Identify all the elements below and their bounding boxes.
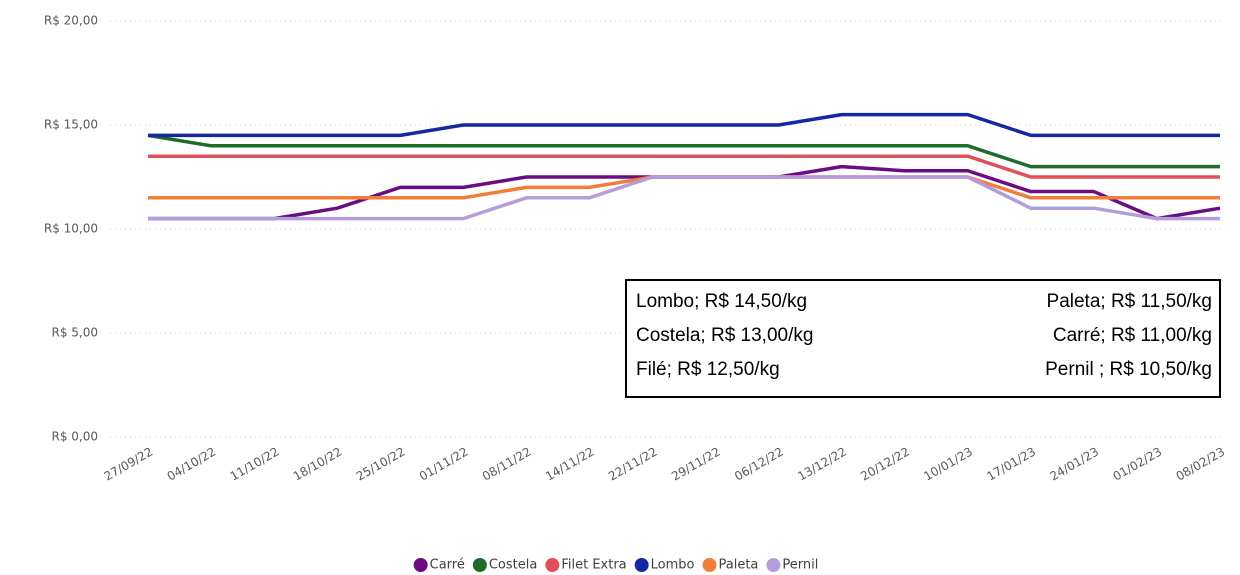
series-line: [147, 133, 1220, 169]
x-tick-label: 01/02/23: [1111, 445, 1165, 484]
legend-label: Lombo: [651, 558, 695, 573]
annotation-text: Lombo; R$ 14,50/kg: [636, 291, 807, 312]
series-line: [148, 112, 1220, 138]
annotation-text: Paleta; R$ 11,50/kg: [1047, 291, 1212, 312]
x-tick-label: 17/01/23: [984, 445, 1038, 484]
x-tick-label: 14/11/22: [543, 445, 597, 484]
x-tick-label: 04/10/22: [165, 445, 219, 484]
y-tick-label: R$ 10,00: [44, 222, 98, 236]
annotation-text: Pernil ; R$ 10,50/kg: [1045, 359, 1212, 380]
x-tick-label: 29/11/22: [669, 445, 723, 484]
x-tick-label: 22/11/22: [606, 445, 660, 484]
x-tick-label: 18/10/22: [291, 445, 345, 484]
series-line: [148, 175, 1220, 221]
annotation-text: Costela; R$ 13,00/kg: [636, 325, 813, 346]
x-tick-label: 08/02/23: [1174, 445, 1228, 484]
legend-label: Paleta: [719, 558, 759, 573]
annotation-text: Filé; R$ 12,50/kg: [636, 359, 780, 380]
legend-marker: [702, 558, 717, 572]
legend-marker: [634, 558, 649, 572]
annotation-box: [625, 279, 1221, 398]
y-tick-label: R$ 5,00: [51, 326, 98, 340]
y-tick-label: R$ 15,00: [44, 118, 98, 132]
series-line: [148, 154, 1220, 179]
x-tick-label: 13/12/22: [795, 445, 849, 484]
x-tick-label: 06/12/22: [732, 445, 786, 484]
x-tick-label: 10/01/23: [921, 445, 975, 484]
legend-label: Costela: [489, 558, 537, 573]
legend-label: Filet Extra: [561, 558, 626, 573]
x-tick-label: 27/09/22: [102, 445, 156, 484]
legend-marker: [545, 558, 560, 572]
x-tick-label: 25/10/22: [354, 445, 408, 484]
annotation-text: Carré; R$ 11,00/kg: [1053, 325, 1212, 346]
legend-label: Pernil: [782, 558, 818, 573]
legend-label: Carré: [430, 558, 465, 573]
x-tick-label: 01/11/22: [417, 445, 471, 484]
legend: Carré Costela Filet Extra Lombo Paleta Pernil: [413, 558, 818, 573]
y-tick-label: R$ 0,00: [51, 430, 98, 444]
legend-marker: [472, 558, 487, 572]
series-line: [148, 164, 1221, 221]
legend-marker: [413, 558, 428, 572]
series-line: [148, 175, 1220, 200]
y-tick-label: R$ 20,00: [44, 14, 98, 28]
x-tick-label: 11/10/22: [228, 445, 282, 484]
x-tick-label: 24/01/23: [1047, 445, 1101, 484]
x-tick-label: 20/12/22: [858, 445, 912, 484]
legend-marker: [766, 558, 781, 572]
x-tick-label: 08/11/22: [480, 445, 534, 484]
